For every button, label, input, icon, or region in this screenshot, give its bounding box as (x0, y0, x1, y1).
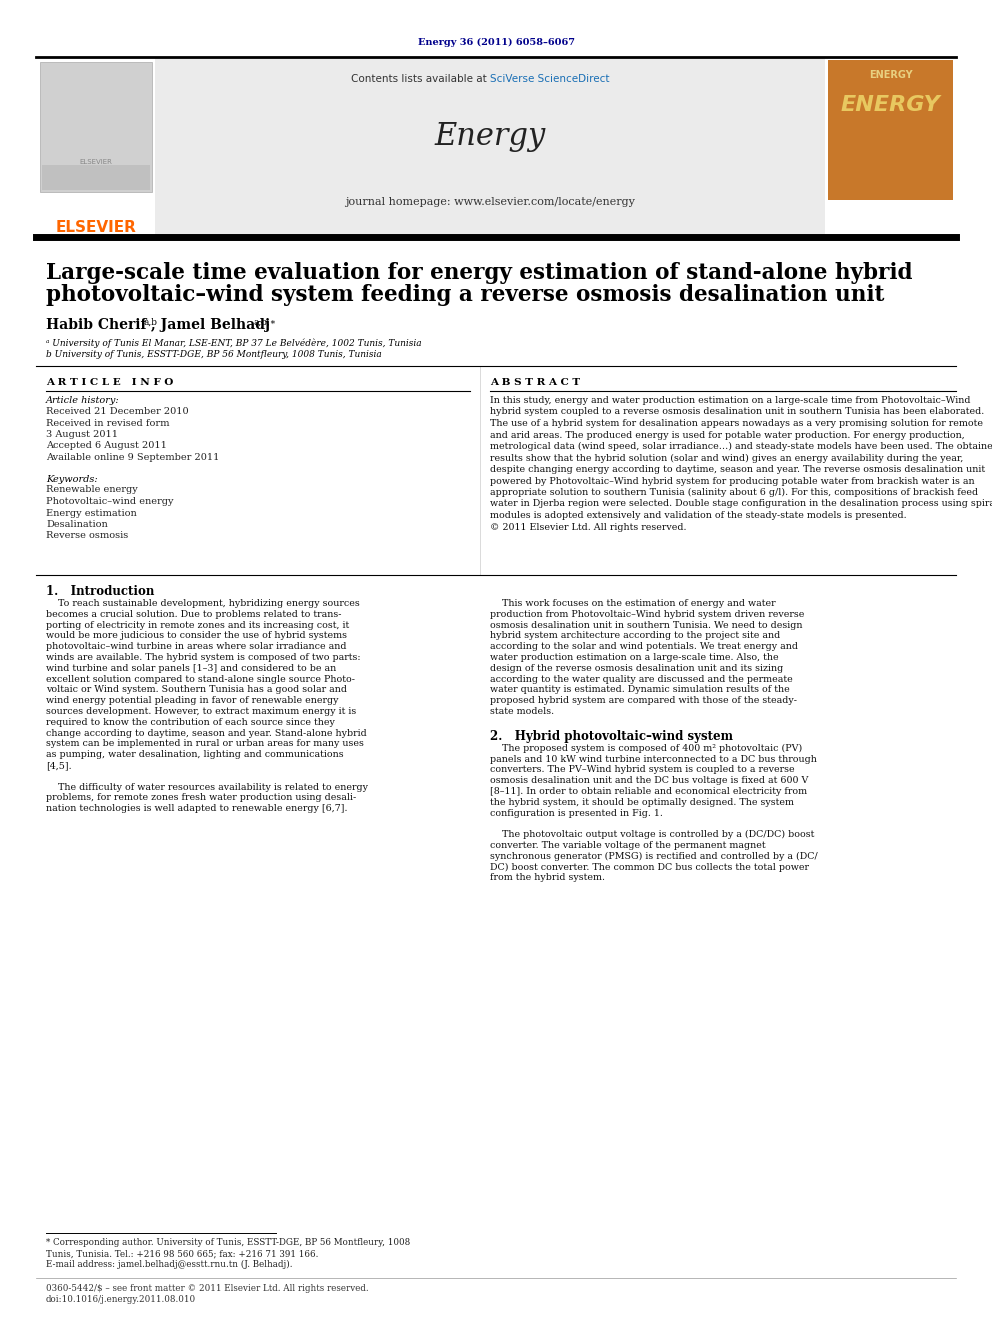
Text: The use of a hybrid system for desalination appears nowadays as a very promising: The use of a hybrid system for desalinat… (490, 419, 983, 429)
Text: porting of electricity in remote zones and its increasing cost, it: porting of electricity in remote zones a… (46, 620, 349, 630)
Text: 0360-5442/$ – see front matter © 2011 Elsevier Ltd. All rights reserved.: 0360-5442/$ – see front matter © 2011 El… (46, 1285, 369, 1293)
Text: a,b,∗: a,b,∗ (253, 318, 276, 327)
Text: appropriate solution to southern Tunisia (salinity about 6 g/l). For this, compo: appropriate solution to southern Tunisia… (490, 488, 978, 497)
Text: ENERGY: ENERGY (840, 95, 940, 115)
FancyBboxPatch shape (825, 57, 956, 237)
Text: In this study, energy and water production estimation on a large-scale time from: In this study, energy and water producti… (490, 396, 970, 405)
Text: panels and 10 kW wind turbine interconnected to a DC bus through: panels and 10 kW wind turbine interconne… (490, 754, 816, 763)
FancyBboxPatch shape (42, 165, 150, 191)
Text: Energy estimation: Energy estimation (46, 508, 137, 517)
Text: Available online 9 September 2011: Available online 9 September 2011 (46, 452, 219, 462)
Text: converter. The variable voltage of the permanent magnet: converter. The variable voltage of the p… (490, 841, 766, 849)
FancyBboxPatch shape (155, 57, 825, 237)
Text: Tunis, Tunisia. Tel.: +216 98 560 665; fax: +216 71 391 166.: Tunis, Tunisia. Tel.: +216 98 560 665; f… (46, 1249, 318, 1258)
Text: metrological data (wind speed, solar irradiance…) and steady-state models have b: metrological data (wind speed, solar irr… (490, 442, 992, 451)
Text: , Jamel Belhadj: , Jamel Belhadj (151, 318, 270, 332)
Text: The photovoltaic output voltage is controlled by a (DC/DC) boost: The photovoltaic output voltage is contr… (490, 831, 814, 839)
Text: Contents lists available at: Contents lists available at (351, 74, 490, 83)
Text: a,b: a,b (144, 318, 158, 327)
Text: The difficulty of water resources availability is related to energy: The difficulty of water resources availa… (46, 783, 368, 791)
Text: Reverse osmosis: Reverse osmosis (46, 532, 128, 541)
Text: configuration is presented in Fig. 1.: configuration is presented in Fig. 1. (490, 808, 663, 818)
Text: The proposed system is composed of 400 m² photovoltaic (PV): The proposed system is composed of 400 m… (490, 744, 803, 753)
Text: production from Photovoltaic–Wind hybrid system driven reverse: production from Photovoltaic–Wind hybrid… (490, 610, 805, 619)
Text: modules is adopted extensively and validation of the steady-state models is pres: modules is adopted extensively and valid… (490, 511, 907, 520)
Text: Received 21 December 2010: Received 21 December 2010 (46, 407, 188, 415)
Text: water production estimation on a large-scale time. Also, the: water production estimation on a large-s… (490, 654, 779, 662)
Text: ELSEVIER: ELSEVIER (56, 220, 137, 234)
Text: and arid areas. The produced energy is used for potable water production. For en: and arid areas. The produced energy is u… (490, 430, 965, 439)
Text: state models.: state models. (490, 706, 555, 716)
Text: winds are available. The hybrid system is composed of two parts:: winds are available. The hybrid system i… (46, 654, 361, 662)
Text: * Corresponding author. University of Tunis, ESSTT-DGE, BP 56 Montfleury, 1008: * Corresponding author. University of Tu… (46, 1238, 411, 1248)
Text: This work focuses on the estimation of energy and water: This work focuses on the estimation of e… (490, 599, 776, 609)
Text: change according to daytime, season and year. Stand-alone hybrid: change according to daytime, season and … (46, 729, 367, 738)
Text: Desalination: Desalination (46, 520, 108, 529)
Text: excellent solution compared to stand-alone single source Photo-: excellent solution compared to stand-alo… (46, 675, 355, 684)
Text: © 2011 Elsevier Ltd. All rights reserved.: © 2011 Elsevier Ltd. All rights reserved… (490, 523, 686, 532)
Text: To reach sustainable development, hybridizing energy sources: To reach sustainable development, hybrid… (46, 599, 360, 609)
Text: sources development. However, to extract maximum energy it is: sources development. However, to extract… (46, 706, 356, 716)
Text: [8–11]. In order to obtain reliable and economical electricity from: [8–11]. In order to obtain reliable and … (490, 787, 807, 796)
Text: hybrid system architecture according to the project site and: hybrid system architecture according to … (490, 631, 781, 640)
FancyBboxPatch shape (828, 200, 953, 234)
Text: ENERGY: ENERGY (869, 70, 913, 79)
Text: osmosis desalination unit and the DC bus voltage is fixed at 600 V: osmosis desalination unit and the DC bus… (490, 777, 808, 785)
FancyBboxPatch shape (40, 62, 152, 192)
Text: b University of Tunis, ESSTT-DGE, BP 56 Montfleury, 1008 Tunis, Tunisia: b University of Tunis, ESSTT-DGE, BP 56 … (46, 351, 382, 359)
Text: 1.   Introduction: 1. Introduction (46, 585, 155, 598)
Text: Keywords:: Keywords: (46, 475, 97, 483)
Text: Habib Cherif: Habib Cherif (46, 318, 147, 332)
Text: design of the reverse osmosis desalination unit and its sizing: design of the reverse osmosis desalinati… (490, 664, 784, 673)
Text: would be more judicious to consider the use of hybrid systems: would be more judicious to consider the … (46, 631, 347, 640)
FancyBboxPatch shape (828, 60, 953, 200)
Text: [4,5].: [4,5]. (46, 761, 71, 770)
Text: Energy 36 (2011) 6058–6067: Energy 36 (2011) 6058–6067 (418, 37, 574, 46)
Text: results show that the hybrid solution (solar and wind) gives an energy availabil: results show that the hybrid solution (s… (490, 454, 963, 463)
Text: Energy: Energy (434, 122, 546, 152)
Text: according to the water quality are discussed and the permeate: according to the water quality are discu… (490, 675, 793, 684)
Text: converters. The PV–Wind hybrid system is coupled to a reverse: converters. The PV–Wind hybrid system is… (490, 766, 795, 774)
Text: required to know the contribution of each source since they: required to know the contribution of eac… (46, 718, 335, 726)
Text: ELSEVIER
LOGO: ELSEVIER LOGO (79, 159, 112, 172)
Text: photovoltaic–wind turbine in areas where solar irradiance and: photovoltaic–wind turbine in areas where… (46, 642, 346, 651)
Text: Renewable energy: Renewable energy (46, 486, 138, 495)
Text: A B S T R A C T: A B S T R A C T (490, 378, 580, 388)
Text: Received in revised form: Received in revised form (46, 418, 170, 427)
Text: Large-scale time evaluation for energy estimation of stand-alone hybrid: Large-scale time evaluation for energy e… (46, 262, 913, 284)
Text: A R T I C L E   I N F O: A R T I C L E I N F O (46, 378, 174, 388)
Text: hybrid system coupled to a reverse osmosis desalination unit in southern Tunisia: hybrid system coupled to a reverse osmos… (490, 407, 984, 417)
Text: becomes a crucial solution. Due to problems related to trans-: becomes a crucial solution. Due to probl… (46, 610, 341, 619)
Text: as pumping, water desalination, lighting and communications: as pumping, water desalination, lighting… (46, 750, 343, 759)
Text: according to the solar and wind potentials. We treat energy and: according to the solar and wind potentia… (490, 642, 798, 651)
Text: voltaic or Wind system. Southern Tunisia has a good solar and: voltaic or Wind system. Southern Tunisia… (46, 685, 347, 695)
Text: despite changing energy according to daytime, season and year. The reverse osmos: despite changing energy according to day… (490, 464, 985, 474)
Text: Photovoltaic–wind energy: Photovoltaic–wind energy (46, 497, 174, 505)
Text: DC) boost converter. The common DC bus collects the total power: DC) boost converter. The common DC bus c… (490, 863, 809, 872)
Text: SciVerse ScienceDirect: SciVerse ScienceDirect (490, 74, 609, 83)
Text: synchronous generator (PMSG) is rectified and controlled by a (DC/: synchronous generator (PMSG) is rectifie… (490, 852, 817, 861)
Text: the hybrid system, it should be optimally designed. The system: the hybrid system, it should be optimall… (490, 798, 794, 807)
Text: system can be implemented in rural or urban areas for many uses: system can be implemented in rural or ur… (46, 740, 364, 749)
Text: E-mail address: jamel.belhadj@esstt.rnu.tn (J. Belhadj).: E-mail address: jamel.belhadj@esstt.rnu.… (46, 1259, 293, 1269)
Text: proposed hybrid system are compared with those of the steady-: proposed hybrid system are compared with… (490, 696, 797, 705)
Text: water in Djerba region were selected. Double stage configuration in the desalina: water in Djerba region were selected. Do… (490, 500, 992, 508)
Text: photovoltaic–wind system feeding a reverse osmosis desalination unit: photovoltaic–wind system feeding a rever… (46, 284, 885, 306)
Text: doi:10.1016/j.energy.2011.08.010: doi:10.1016/j.energy.2011.08.010 (46, 1295, 196, 1304)
Text: Article history:: Article history: (46, 396, 120, 405)
FancyBboxPatch shape (36, 57, 155, 237)
Text: nation technologies is well adapted to renewable energy [6,7].: nation technologies is well adapted to r… (46, 804, 347, 814)
Text: 3 August 2011: 3 August 2011 (46, 430, 118, 439)
Text: 2.   Hybrid photovoltaic–wind system: 2. Hybrid photovoltaic–wind system (490, 730, 733, 742)
Text: from the hybrid system.: from the hybrid system. (490, 873, 605, 882)
Text: water quantity is estimated. Dynamic simulation results of the: water quantity is estimated. Dynamic sim… (490, 685, 790, 695)
Text: wind turbine and solar panels [1–3] and considered to be an: wind turbine and solar panels [1–3] and … (46, 664, 336, 673)
Text: problems, for remote zones fresh water production using desali-: problems, for remote zones fresh water p… (46, 794, 356, 803)
Text: ᵃ University of Tunis El Manar, LSE-ENT, BP 37 Le Belvédère, 1002 Tunis, Tunisia: ᵃ University of Tunis El Manar, LSE-ENT,… (46, 337, 422, 348)
Text: osmosis desalination unit in southern Tunisia. We need to design: osmosis desalination unit in southern Tu… (490, 620, 803, 630)
Text: Accepted 6 August 2011: Accepted 6 August 2011 (46, 442, 167, 451)
Text: wind energy potential pleading in favor of renewable energy: wind energy potential pleading in favor … (46, 696, 338, 705)
Text: powered by Photovoltaic–Wind hybrid system for producing potable water from brac: powered by Photovoltaic–Wind hybrid syst… (490, 476, 974, 486)
Text: journal homepage: www.elsevier.com/locate/energy: journal homepage: www.elsevier.com/locat… (345, 197, 635, 206)
